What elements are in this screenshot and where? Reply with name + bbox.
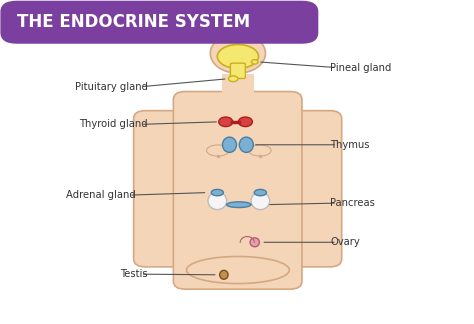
Ellipse shape bbox=[186, 257, 289, 284]
FancyBboxPatch shape bbox=[0, 1, 319, 44]
Ellipse shape bbox=[222, 137, 237, 152]
Ellipse shape bbox=[252, 60, 258, 64]
Ellipse shape bbox=[208, 192, 227, 210]
Ellipse shape bbox=[207, 145, 229, 156]
Ellipse shape bbox=[250, 238, 259, 247]
Text: Adrenal gland: Adrenal gland bbox=[66, 190, 136, 200]
Ellipse shape bbox=[218, 44, 258, 68]
Text: Testis: Testis bbox=[120, 269, 148, 279]
FancyBboxPatch shape bbox=[276, 111, 342, 267]
Ellipse shape bbox=[227, 202, 251, 208]
FancyBboxPatch shape bbox=[173, 92, 302, 289]
FancyBboxPatch shape bbox=[230, 63, 246, 78]
Ellipse shape bbox=[249, 145, 271, 156]
Ellipse shape bbox=[251, 192, 270, 210]
Ellipse shape bbox=[211, 190, 223, 196]
Ellipse shape bbox=[254, 190, 266, 196]
Text: Pancreas: Pancreas bbox=[330, 198, 375, 208]
Text: Thymus: Thymus bbox=[330, 140, 370, 150]
Ellipse shape bbox=[210, 33, 265, 73]
Ellipse shape bbox=[228, 76, 238, 82]
Ellipse shape bbox=[219, 270, 228, 279]
Text: THE ENDOCRINE SYSTEM: THE ENDOCRINE SYSTEM bbox=[17, 13, 250, 31]
Ellipse shape bbox=[238, 117, 252, 127]
Ellipse shape bbox=[219, 117, 233, 127]
FancyBboxPatch shape bbox=[134, 111, 199, 267]
Text: Ovary: Ovary bbox=[330, 237, 360, 247]
Ellipse shape bbox=[239, 137, 253, 152]
Text: Pineal gland: Pineal gland bbox=[330, 63, 392, 73]
Text: Pituitary gland: Pituitary gland bbox=[75, 82, 148, 92]
FancyBboxPatch shape bbox=[221, 74, 254, 99]
Text: Thyroid gland: Thyroid gland bbox=[79, 119, 148, 129]
